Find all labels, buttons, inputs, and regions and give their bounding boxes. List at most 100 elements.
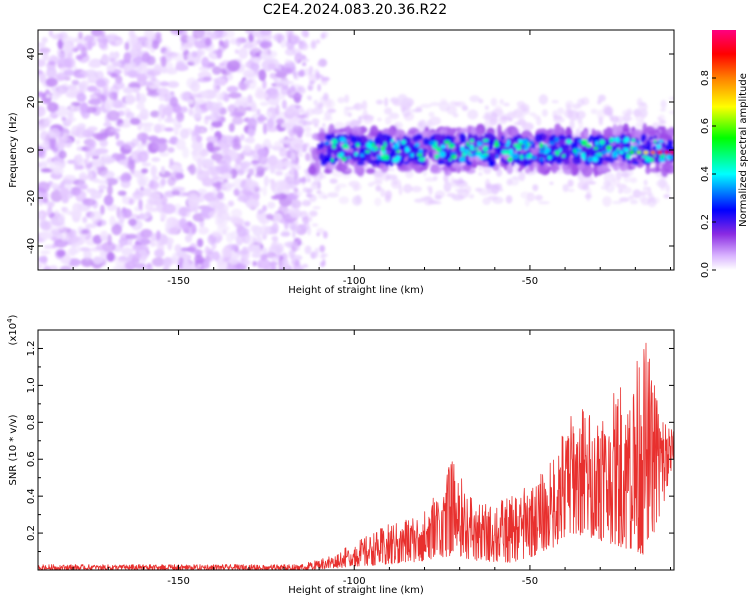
heatmap-blob — [118, 159, 129, 165]
heatmap-blob — [224, 182, 229, 187]
heatmap-blob — [59, 187, 70, 197]
heatmap-blob — [289, 222, 297, 231]
heatmap-blob — [420, 103, 432, 109]
heatmap-blob — [603, 142, 610, 146]
heatmap-blob — [179, 190, 184, 197]
colorbar-tick-label: 0.8 — [700, 70, 711, 86]
heatmap-blob — [629, 150, 635, 155]
heatmap-blob — [522, 138, 529, 146]
heatmap-blob — [516, 101, 526, 107]
heatmap-blob — [140, 254, 147, 264]
heatmap-blob — [419, 119, 427, 130]
heatmap-blob — [434, 190, 446, 199]
heatmap-blob — [554, 123, 561, 136]
heatmap-blob — [657, 150, 663, 155]
heatmap-blob — [403, 183, 413, 194]
heatmap-blob — [482, 145, 489, 152]
heatmap-blob — [204, 37, 212, 46]
heatmap-blob — [359, 153, 365, 157]
heatmap-blob — [111, 99, 124, 109]
heatmap-blob — [308, 71, 313, 76]
heatmap-blob — [218, 39, 224, 47]
heatmap-blob — [194, 124, 200, 137]
colorbar-axis: 0.0 0.2 0.4 0.6 0.8 — [700, 70, 716, 278]
heatmap-blob — [62, 253, 71, 265]
heatmap-blob — [597, 99, 602, 105]
heatmap-blob — [634, 112, 645, 122]
heatmap-blob — [60, 231, 70, 242]
heatmap-blob — [71, 79, 80, 86]
colorbar-gradient — [712, 30, 736, 270]
heatmap-blob — [275, 104, 280, 116]
heatmap-blob — [669, 150, 674, 155]
heatmap-blob — [448, 158, 452, 161]
heatmap-blob — [250, 62, 260, 71]
heatmap-blob — [552, 144, 557, 152]
heatmap-blob — [226, 85, 239, 93]
heatmap-blob — [295, 202, 300, 212]
heatmap-blob — [243, 259, 251, 266]
heatmap-blob — [314, 123, 319, 128]
heatmap-blob — [262, 248, 268, 255]
heatmap-blob — [84, 159, 89, 165]
heatmap-blob — [107, 184, 113, 196]
heatmap-blob — [211, 120, 223, 128]
heatmap-blob — [322, 116, 334, 122]
heatmap-blob — [608, 156, 615, 164]
heatmap-blob — [162, 203, 176, 215]
heatmap-blob — [47, 206, 53, 218]
heatmap-blob — [38, 124, 46, 131]
heatmap-blob — [87, 39, 93, 51]
heatmap-blob — [571, 162, 579, 175]
heatmap-blob — [115, 259, 127, 268]
heatmap-blob — [235, 234, 244, 246]
heatmap-blob — [320, 261, 324, 268]
heatmap-blob — [438, 128, 448, 135]
heatmap-blob — [247, 73, 261, 78]
heatmap-blob — [482, 138, 489, 143]
heatmap-blob — [415, 133, 423, 141]
heatmap-blob — [602, 196, 612, 207]
heatmap-blob — [424, 126, 429, 132]
heatmap-blob — [147, 192, 161, 201]
heatmap-blob — [567, 179, 574, 187]
heatmap-blob — [311, 118, 320, 126]
heatmap-blob — [113, 81, 125, 90]
heatmap-blob — [265, 111, 273, 117]
heatmap-blob — [467, 109, 479, 120]
heatmap-blob — [76, 164, 84, 170]
heatmap-blob — [325, 134, 334, 141]
heatmap-blob — [38, 181, 50, 193]
heatmap-blob — [469, 144, 474, 150]
heatmap-blob — [339, 136, 346, 143]
snr-axes: -150 -100 -50 0.2 0.4 0.6 0.8 1.0 1.2 — [26, 329, 674, 587]
heatmap-blob — [532, 184, 539, 192]
heatmap-blob — [553, 114, 563, 120]
heatmap-blob — [208, 210, 222, 219]
heatmap-blob — [668, 96, 674, 100]
heatmap-blob — [95, 244, 107, 251]
heatmap-blob — [192, 107, 203, 119]
heatmap-blob — [258, 114, 265, 119]
heatmap-blob — [38, 255, 48, 264]
heatmap-blob — [367, 182, 374, 187]
heatmap-blob — [316, 61, 322, 67]
heatmap-blob — [377, 148, 381, 151]
heatmap-blob — [438, 160, 446, 165]
heatmap-blob — [429, 116, 442, 126]
heatmap-blob — [296, 130, 303, 139]
heatmap-blob — [99, 230, 109, 242]
heatmap-blob — [100, 170, 115, 179]
heatmap-blob — [664, 150, 670, 155]
heatmap-blob — [227, 72, 233, 81]
heatmap-blob — [468, 150, 471, 156]
heatmap-blob — [303, 168, 310, 174]
heatmap-blob — [158, 95, 166, 102]
heatmap-blob — [612, 178, 621, 186]
heatmap-blob — [39, 218, 48, 230]
spectrogram-ytick-label: 0 — [26, 147, 37, 153]
heatmap-blob — [521, 122, 534, 131]
heatmap-blob — [101, 54, 110, 65]
heatmap-blob — [375, 99, 384, 105]
heatmap-blob — [520, 191, 531, 199]
